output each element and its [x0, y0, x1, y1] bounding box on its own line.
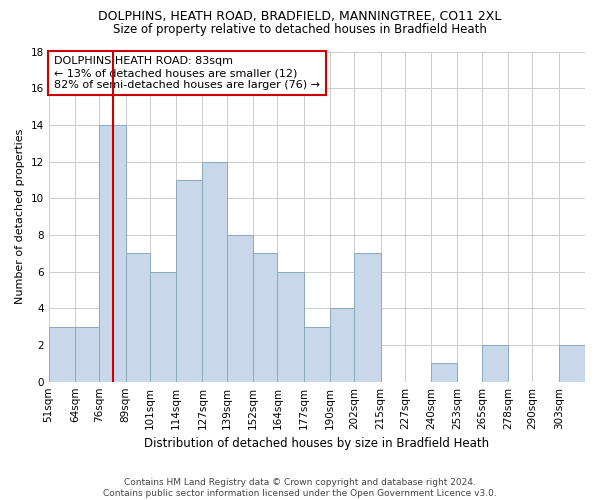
Bar [253, 254, 277, 382]
Bar [559, 345, 585, 382]
Bar [202, 162, 227, 382]
Text: Contains HM Land Registry data © Crown copyright and database right 2024.
Contai: Contains HM Land Registry data © Crown c… [103, 478, 497, 498]
Bar [75, 326, 99, 382]
Bar [482, 345, 508, 382]
Y-axis label: Number of detached properties: Number of detached properties [15, 129, 25, 304]
Bar [99, 125, 125, 382]
Bar [125, 254, 150, 382]
Bar [277, 272, 304, 382]
Text: DOLPHINS HEATH ROAD: 83sqm
← 13% of detached houses are smaller (12)
82% of semi: DOLPHINS HEATH ROAD: 83sqm ← 13% of deta… [54, 56, 320, 90]
Bar [304, 326, 330, 382]
Bar [49, 326, 75, 382]
Bar [354, 254, 380, 382]
Text: DOLPHINS, HEATH ROAD, BRADFIELD, MANNINGTREE, CO11 2XL: DOLPHINS, HEATH ROAD, BRADFIELD, MANNING… [98, 10, 502, 23]
Bar [150, 272, 176, 382]
X-axis label: Distribution of detached houses by size in Bradfield Heath: Distribution of detached houses by size … [144, 437, 490, 450]
Bar [431, 364, 457, 382]
Bar [227, 235, 253, 382]
Text: Size of property relative to detached houses in Bradfield Heath: Size of property relative to detached ho… [113, 22, 487, 36]
Bar [176, 180, 202, 382]
Bar [330, 308, 354, 382]
